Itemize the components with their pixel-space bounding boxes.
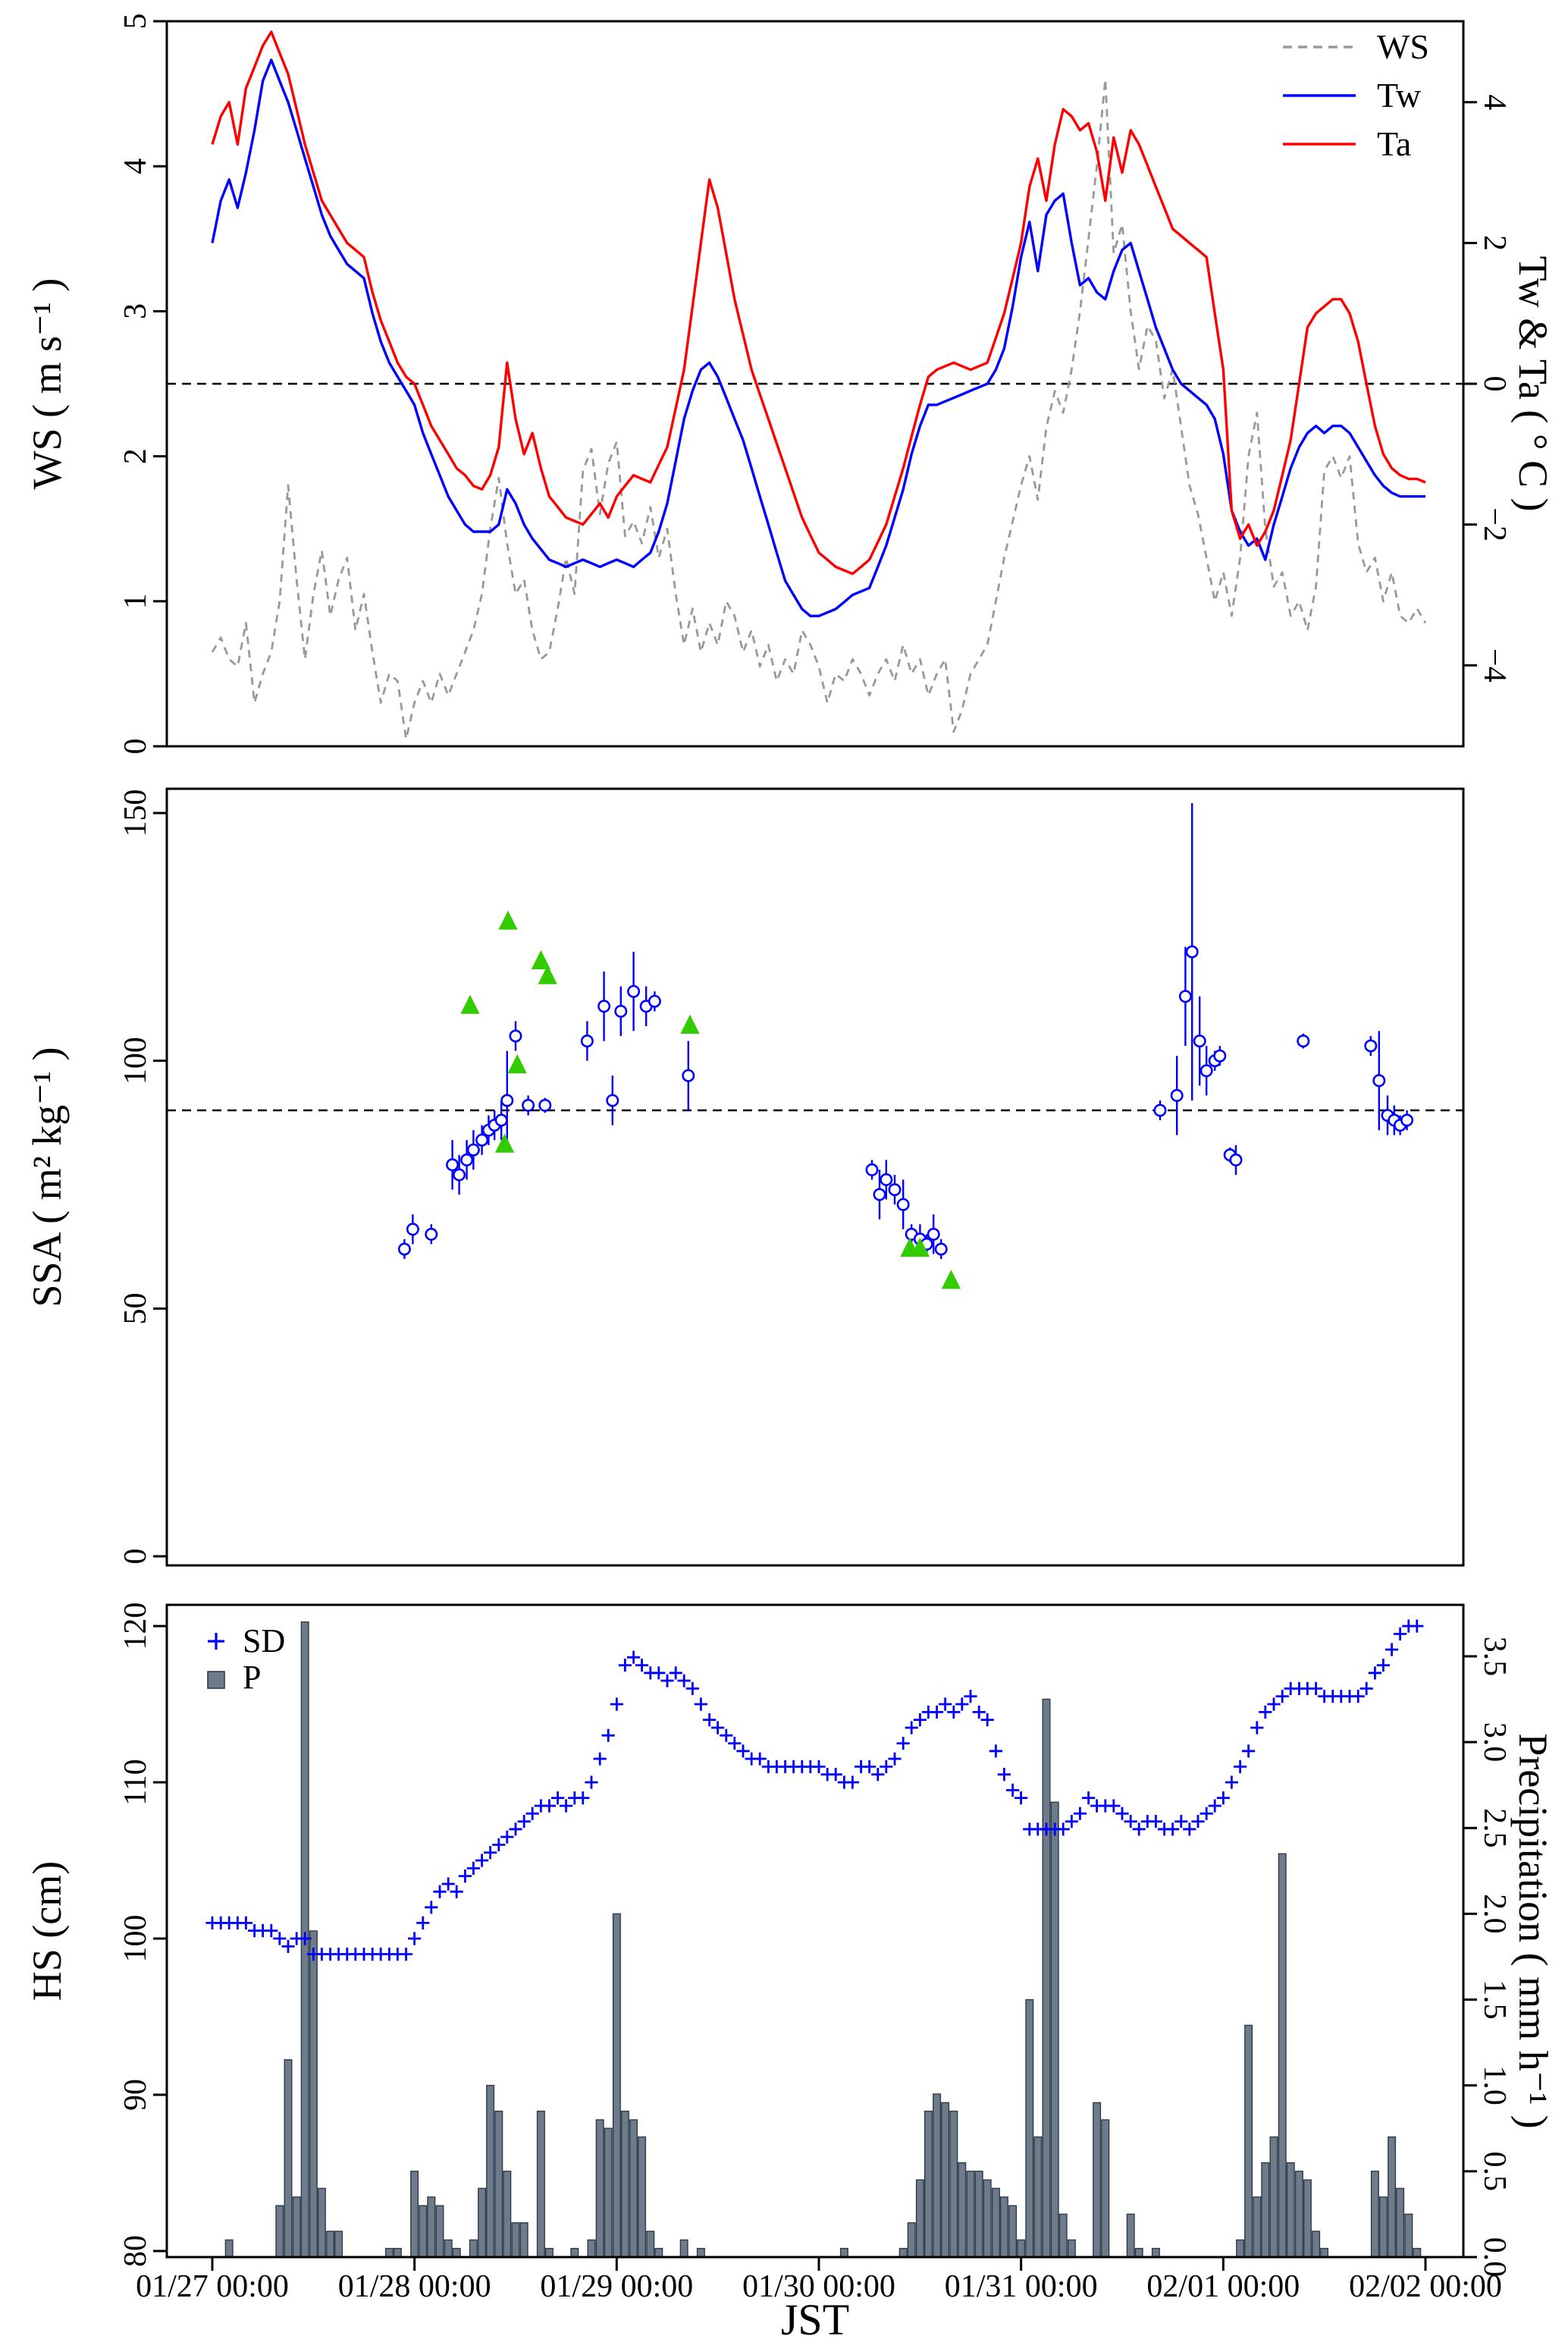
ssa-axis-title: SSA ( m² kg⁻¹ ) [24,1047,70,1308]
y-tick-label: 100 [118,1037,153,1085]
ssa-error-bars [403,803,1408,1259]
ws-axis-title: WS ( m s⁻¹ ) [24,278,70,490]
panel-ssa: 0 50 100 150 SSA ( m² kg⁻¹ ) [24,787,1465,1567]
panel-ws-temperature: 0 1 2 3 4 5 −4 −2 0 2 4 WS ( m s⁻¹ ) Tw & Ta ( ° C )… [24,14,1556,755]
line-tw [211,58,1425,617]
temperature-axis-title: Tw & Ta ( ° C ) [1510,256,1556,512]
legend-label-p: P [243,1659,261,1696]
line-ta [211,30,1426,576]
y-tick-label: 3.5 [1477,1637,1512,1677]
x-tick-label: 01/31 00:00 [945,2269,1098,2304]
y-tick-label: 0.5 [1477,2152,1512,2192]
legend-label-ws: WS [1377,27,1429,66]
precipitation-bars [224,1621,1422,2258]
x-tick-label: 02/01 00:00 [1146,2269,1300,2304]
hs-axis-title: HS (cm) [24,1861,70,2001]
y-tick-label: 5 [118,14,153,30]
y-tick-label: 0 [118,1549,153,1565]
y-tick-label: 4 [118,159,153,174]
y-tick-label: 2 [1477,235,1512,251]
y-tick-label: 2 [118,448,153,464]
y-tick-label: 90 [118,2079,153,2111]
panel-frame [165,787,1465,1567]
ssa-triangle-markers [460,910,961,1289]
panel-hs-precipitation: 80 90 100 110 120 0.0 0.5 1.0 1.5 2.0 2.5 3.0 3.5 01/… [24,1603,1556,2339]
legend-label-tw: Tw [1377,76,1422,115]
y-tick-label: 80 [118,2235,153,2267]
y-tick-label: −2 [1477,507,1512,542]
y-tick-label: 0 [1477,376,1512,392]
y-tick-label: 150 [118,790,153,837]
y-tick-label: 1.5 [1477,1980,1512,2020]
x-tick-label: 01/28 00:00 [338,2269,491,2304]
precipitation-axis-title: Precipitation ( mm h⁻¹ ) [1510,1733,1556,2129]
y-tick-label: 100 [118,1915,153,1963]
y-tick-label: 4 [1477,94,1512,110]
snow-depth-markers [205,1619,1424,1961]
x-tick-label: 01/29 00:00 [540,2269,693,2304]
y-tick-label: −4 [1477,648,1512,683]
x-tick-label: 02/02 00:00 [1349,2269,1502,2304]
y-tick-label: 2.0 [1477,1894,1512,1934]
y-tick-label: 1 [118,593,153,609]
legend-sd-marker [208,1633,224,1650]
y-tick-label: 120 [118,1603,153,1650]
ssa-circle-markers [397,945,1414,1256]
x-axis-title: JST [781,2295,849,2339]
legend-label-ta: Ta [1377,124,1411,163]
legend-p-marker [207,1671,225,1689]
y-tick-label: 3.0 [1477,1722,1512,1763]
legend-label-sd: SD [243,1622,285,1659]
x-tick-label: 01/30 00:00 [742,2269,895,2304]
panel-frame [165,1603,1465,2259]
line-ws [211,78,1427,740]
y-tick-label: 3 [118,303,153,319]
y-tick-label: 0.0 [1477,2237,1512,2278]
y-tick-label: 50 [118,1292,153,1324]
y-tick-label: 1.0 [1477,2065,1512,2105]
x-tick-label: 01/27 00:00 [136,2269,289,2304]
y-tick-label: 2.5 [1477,1808,1512,1848]
y-tick-label: 0 [118,739,153,755]
y-tick-label: 110 [118,1759,153,1805]
panel-frame [165,20,1465,748]
